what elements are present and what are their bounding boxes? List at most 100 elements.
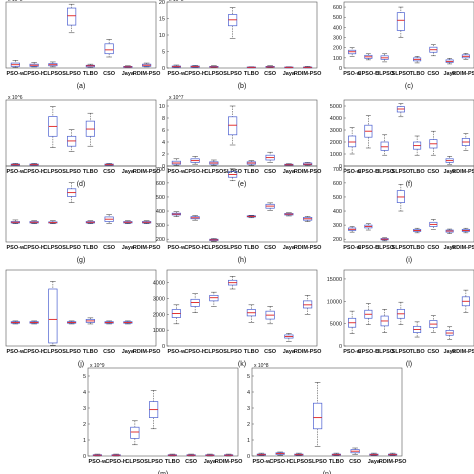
plot-frame: [251, 367, 403, 457]
x-category-label: CLPSO: [375, 245, 395, 251]
x-category-label: RDIM-PSO: [133, 245, 161, 251]
x-category-label: CPSO-H: [23, 71, 44, 77]
x-category-label: CPSO-H: [269, 459, 290, 465]
x-category-label: CLPSO: [204, 169, 224, 175]
y-tick-label: 1: [247, 438, 250, 444]
x-category-label: CLPSO: [125, 459, 145, 465]
x-category-label: CPSO-H: [358, 245, 379, 251]
plot-frame: [87, 367, 239, 457]
box: [130, 426, 140, 439]
x-category-label: CSO: [185, 459, 198, 465]
x-category-label: PSO-w: [343, 169, 361, 175]
y-tick-label: 15: [159, 17, 165, 23]
x-category-label: Jaya: [444, 169, 457, 175]
x-category-label: Jaya: [283, 71, 296, 77]
x-category-label: PSO-w: [343, 71, 361, 77]
plot-frame: [343, 99, 474, 167]
y-tick-label: 5: [247, 374, 250, 380]
x-category-label: PSO-w: [343, 245, 361, 251]
box: [380, 141, 389, 151]
panel-label: (e): [238, 181, 247, 188]
x-category-label: CLPSO: [375, 349, 395, 355]
y-tick-label: 3: [247, 406, 250, 412]
x-category-label: RDIM-PSO: [379, 459, 407, 465]
x-category-label: TLBO: [244, 71, 260, 77]
y-tick-label: 5000: [330, 322, 342, 328]
plot-frame: [343, 269, 474, 347]
y-tick-label: 5: [162, 50, 165, 56]
x-category-label: CPSO-H: [184, 245, 205, 251]
box: [104, 43, 114, 55]
x-category-label: SLPSO: [392, 169, 411, 175]
y-tick-label: 2: [247, 422, 250, 428]
x-category-label: SLPSO: [223, 245, 242, 251]
box: [348, 135, 357, 148]
y-tick-label: 700: [156, 167, 165, 173]
x-category-label: CSO: [427, 71, 440, 77]
panel-label: (f): [406, 181, 413, 188]
x-category-label: TLBO: [83, 169, 99, 175]
axis-exponent-label: x 10^5: [8, 0, 23, 3]
x-category-label: CSO: [103, 349, 116, 355]
x-category-label: TLBO: [410, 71, 426, 77]
y-tick-label: 5: [83, 374, 86, 380]
x-category-label: TLBO: [83, 71, 99, 77]
x-category-label: CPSO-H: [184, 349, 205, 355]
x-category-label: CSO: [349, 459, 362, 465]
boxplot-panel: 0 1000 2000 3000 4000 5000 PSO-wCPSO-HCLPSOSLP…: [330, 99, 474, 188]
axis-exponent-label: x 10^6: [8, 95, 23, 101]
plot-frame: [166, 1, 318, 69]
plot-frame: [166, 99, 318, 167]
y-tick-label: 10: [159, 33, 165, 39]
x-category-label: PSO-w: [343, 349, 361, 355]
y-tick-label: 3000: [153, 297, 165, 303]
x-category-label: CLPSO: [43, 349, 63, 355]
x-category-label: RDIM-PSO: [294, 349, 322, 355]
x-category-label: CPSO-H: [358, 169, 379, 175]
x-category-label: Jaya: [444, 245, 457, 251]
y-tick-label: 0: [162, 164, 165, 170]
y-tick-label: 1000: [153, 328, 165, 334]
x-category-label: TLBO: [244, 245, 260, 251]
box: [67, 7, 77, 26]
x-category-label: CSO: [103, 71, 116, 77]
x-category-label: RDIM-PSO: [452, 71, 474, 77]
box: [228, 116, 238, 136]
x-category-label: Jaya: [283, 245, 296, 251]
x-category-label: CLPSO: [204, 71, 224, 77]
y-tick-label: 300: [333, 223, 342, 229]
x-category-label: CPSO-H: [105, 459, 126, 465]
axis-exponent-label: x 10^7: [169, 95, 184, 101]
y-tick-label: 300: [333, 36, 342, 42]
x-category-label: RDIM-PSO: [452, 169, 474, 175]
panel-label: (i): [406, 257, 412, 264]
y-tick-label: 400: [333, 25, 342, 31]
x-category-label: CSO: [264, 349, 277, 355]
plot-frame: [5, 99, 157, 167]
x-category-label: PSO-w: [168, 245, 186, 251]
y-tick-label: 100: [333, 56, 342, 62]
y-tick-label: 500: [333, 15, 342, 21]
plot-frame: [166, 165, 318, 243]
x-category-label: TLBO: [244, 169, 260, 175]
y-tick-label: 500: [156, 195, 165, 201]
axis-exponent-label: x 10^5: [169, 0, 184, 3]
x-category-label: CPSO-H: [184, 71, 205, 77]
x-category-label: RDIM-PSO: [215, 459, 243, 465]
x-category-label: SLPSO: [308, 459, 327, 465]
plot-frame: [166, 269, 318, 347]
y-tick-label: 2: [83, 422, 86, 428]
x-category-label: SLPSO: [223, 71, 242, 77]
y-tick-label: 400: [156, 209, 165, 215]
y-tick-label: 2: [162, 152, 165, 158]
x-category-label: CSO: [103, 245, 116, 251]
y-tick-label: 600: [333, 181, 342, 187]
y-tick-label: 1: [83, 438, 86, 444]
y-tick-label: 600: [156, 181, 165, 187]
panel-label: (h): [238, 257, 247, 264]
y-tick-label: 600: [333, 5, 342, 11]
